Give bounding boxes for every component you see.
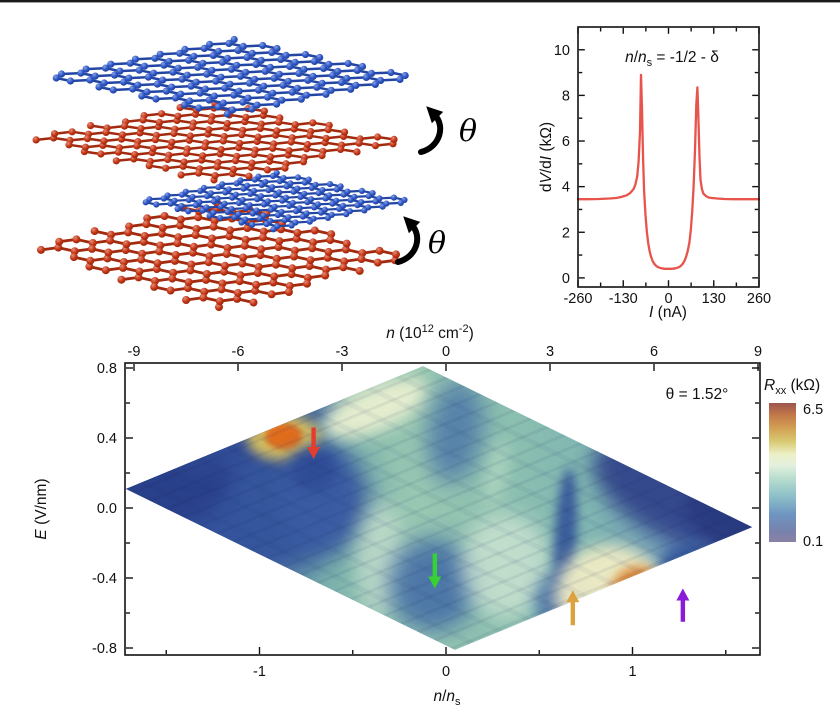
theta-label-1: θ [459,114,477,149]
dvdi-y-tick-label: 4 [562,180,570,196]
dvdi-y-tick-label: 8 [562,88,570,104]
map-left-tick-label: 0.0 [97,501,117,517]
dvdi-ylabel: dV/dI (kΩ) [538,122,555,192]
dvdi-xlabel: I (nA) [649,304,687,321]
dvdi-y-tick-label: 0 [562,271,570,287]
dvdi-curve [576,73,761,270]
map-ylabel: E (V/nm) [33,478,50,539]
map-left-tick-label: 0.8 [97,361,117,377]
twist-rotation-arrow-1 [418,106,444,155]
dvdi-y-tick-label: 6 [562,134,570,150]
top-rule [0,0,840,3]
graphene-layer-2 [32,100,398,184]
colorbar-min-label: 0.1 [803,534,823,550]
colorbar-max-label: 6.5 [803,402,823,418]
heatmap-feature-red-hotspot-core [620,578,653,627]
map-feature-arrows [307,427,690,626]
dvdi-plot-title: n/ns = -1/2 - δ [625,49,719,69]
map-top-tick-label: -6 [232,344,245,360]
map-top-tick-label: -9 [128,344,141,360]
map-bottom-tick-label: 1 [628,664,636,680]
dvdi-x-tick-label: 130 [702,291,726,307]
red-arrow [307,447,321,459]
map-top-tick-label: 6 [650,344,658,360]
dvdi-x-tick-label: -130 [609,291,638,307]
map-bottom-tick-label: -1 [253,664,266,680]
dvdi-x-tick-label: -260 [563,291,592,307]
graphene-stack-schematic [32,35,409,312]
purple-arrow [676,588,690,601]
dvdi-x-tick-label: 260 [747,291,771,307]
twist-rotation-arrow-2 [395,216,421,265]
map-left-tick-label: -0.4 [92,571,117,587]
map-twist-annotation: θ = 1.52° [666,386,729,403]
graphene-layer-1 [52,35,409,118]
map-left-tick-label: 0.4 [97,431,117,447]
map-top-axis-label: n (1012 cm-2) [386,323,474,342]
green-arrow [428,576,442,589]
map-top-tick-label: 0 [442,344,450,360]
theta-label-2: θ [428,226,446,261]
map-left-tick-label: -0.8 [92,641,117,657]
rxx-map-panel: -9 -6 -3 0 3 6 9 -1 0 1 0.8 0.4 0.0 -0.4 -0.8 n (1012 … [33,323,823,708]
map-top-tick-label: -3 [336,344,349,360]
dvdi-y-tick-label: 10 [554,43,570,59]
dvdi-plot-frame [577,26,760,288]
orange-arrow [566,590,580,603]
dvdi-x-tick-label: 0 [664,291,672,307]
map-xlabel: n/ns [433,688,461,708]
map-bottom-tick-label: 0 [442,664,450,680]
rxx-heatmap [125,366,753,650]
map-top-tick-label: 3 [546,344,554,360]
dvdi-plot-panel: -260 -130 0 130 260 0 2 4 6 8 10 n/ns = -1/2 - δ d… [538,26,771,321]
map-top-tick-label: 9 [754,344,762,360]
map-frame [124,362,761,656]
dvdi-y-tick-label: 2 [562,225,570,241]
graphene-layer-3 [142,169,408,233]
dvdi-plot-graphics: -260 -130 0 130 260 0 2 4 6 8 10 [554,27,771,307]
heatmap-feature-dark-center [627,586,646,621]
map-axes-ticks: -9 -6 -3 0 3 6 9 -1 0 1 0.8 0.4 0.0 -0.4 -0.8 [92,344,762,680]
colorbar-label: Rxx (kΩ) [764,377,820,397]
colorbar [769,403,796,542]
